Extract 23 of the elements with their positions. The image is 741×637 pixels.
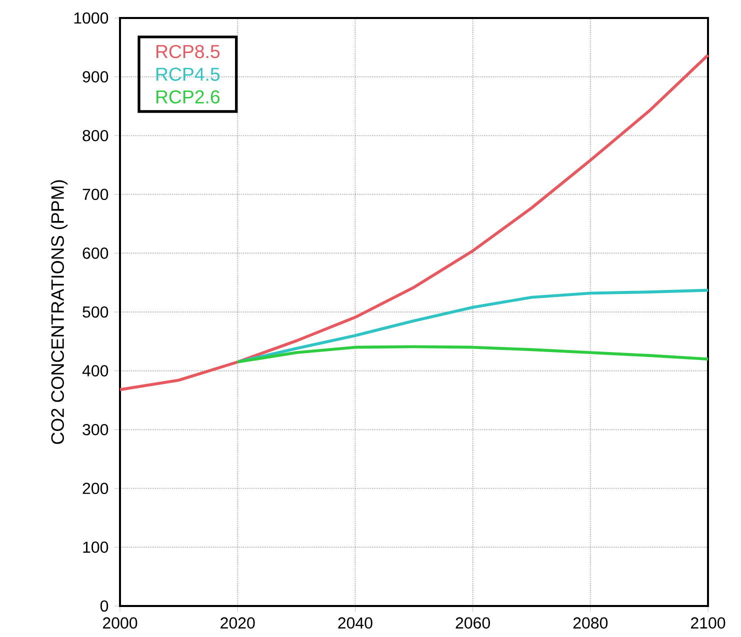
y-tick-label: 100 [83,542,108,553]
x-tick-label: 2080 [573,617,608,629]
text: RCP2.6 [156,90,220,104]
x-tick-label: 2100 [691,617,726,629]
text: RCP8.5 [156,44,220,58]
x-tick-label: 2020 [220,617,255,629]
line-series [236,345,710,364]
y-tick-label: 1000 [74,12,108,24]
y-tick-label: 500 [82,306,108,318]
x-tick-label: 2000 [103,617,138,629]
y-tick-label: 900 [82,71,108,82]
y-tick-label: 200 [82,482,108,494]
line-series [236,288,710,364]
y-tick-label: 800 [82,130,108,142]
text: RCP4.5 [156,68,220,81]
y-tick-label: 700 [82,188,108,200]
x-tick-label: 2040 [338,617,372,629]
y-tick-label: 400 [82,365,108,376]
y-tick-label: 600 [82,248,108,259]
x-tick-label: 2060 [456,617,490,629]
y-tick-label: 300 [82,424,108,436]
y-axis-title: CO2 CONCENTRATIONS (PPM) [50,180,68,444]
y-tick-label: 0 [100,600,108,612]
